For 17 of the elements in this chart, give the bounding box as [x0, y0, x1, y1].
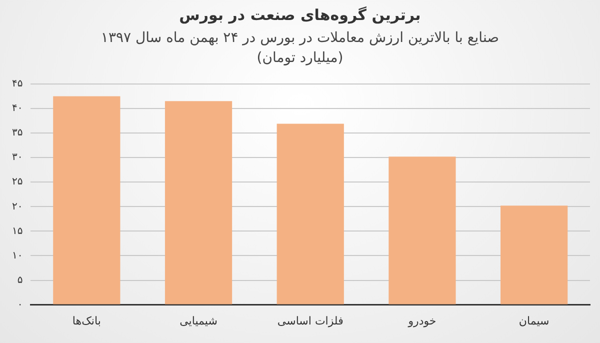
y-tick-label: ۱۵ [12, 226, 23, 237]
x-tick-label: خودرو [407, 314, 436, 328]
y-tick-label: ۰ [17, 299, 23, 310]
chart-subtitle: صنایع با بالاترین ارزش معاملات در بورس در ۲۴ بهمن ماه سال ۱۳۹۷ (میلیارد تومان) [100, 29, 500, 68]
y-tick-label: ۲۵ [12, 176, 23, 188]
y-tick-label: ۴۵ [12, 78, 23, 90]
x-tick-label: سیمان [518, 314, 550, 328]
x-tick-label: شیمیایی [180, 314, 218, 328]
y-tick-label: ۲۰ [12, 201, 23, 212]
y-tick-label: ۴۰ [12, 103, 23, 114]
chart-title: برترین گروه‌های صنعت در بورس [178, 6, 422, 26]
y-tick-label: ۱۰ [12, 250, 23, 262]
y-tick-label: ۳۵ [12, 128, 23, 139]
x-tick-label: بانک‌ها [72, 314, 101, 328]
x-tick-label: فلزات اساسی [277, 314, 344, 328]
y-tick-label: ۵ [17, 274, 23, 286]
y-tick-label: ۳۰ [12, 152, 23, 164]
